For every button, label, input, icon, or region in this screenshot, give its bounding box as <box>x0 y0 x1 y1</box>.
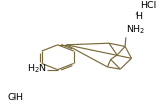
Text: HCl: HCl <box>140 1 156 10</box>
Text: H: H <box>15 93 22 102</box>
Text: Cl: Cl <box>7 93 16 102</box>
Text: H$_2$N: H$_2$N <box>27 63 47 75</box>
Text: NH$_2$: NH$_2$ <box>126 23 146 36</box>
Text: H: H <box>136 12 142 21</box>
